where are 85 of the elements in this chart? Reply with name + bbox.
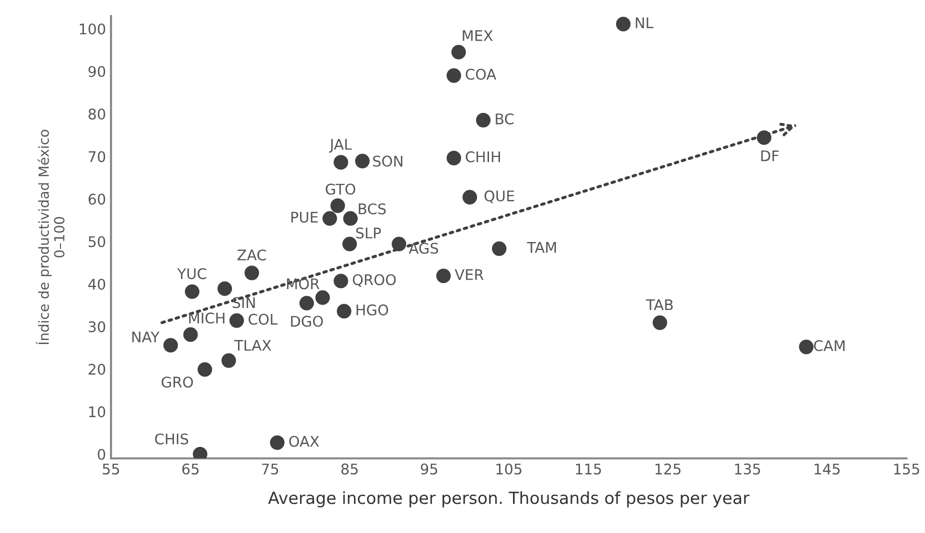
point (342, 236, 357, 252)
annotation: JAL (329, 139, 352, 153)
point (446, 68, 462, 83)
point (322, 211, 338, 226)
point (315, 290, 330, 305)
annotation: VER (454, 269, 484, 280)
point (334, 155, 348, 170)
annotation: SON (373, 156, 402, 167)
x-tick-label: 105 (496, 464, 522, 475)
annotation: YUC (177, 268, 206, 280)
point (451, 44, 466, 60)
annotation: NL (636, 17, 654, 28)
annotation: SLP (356, 227, 381, 238)
x-tick-label: 145 (814, 464, 840, 475)
y-tick-label: 100 (80, 23, 106, 34)
point (244, 266, 260, 280)
point (217, 281, 232, 296)
point (355, 154, 370, 168)
annotation: CHIS (155, 433, 188, 444)
point (616, 16, 631, 32)
annotation: MICH (189, 312, 224, 324)
point (436, 268, 451, 284)
point (462, 190, 478, 204)
point (163, 338, 178, 353)
x-tick-label: 75 (262, 464, 278, 475)
annotation: COA (466, 68, 496, 80)
point (446, 150, 462, 166)
annotation: MEX (462, 30, 493, 41)
y-tick-label: 20 (88, 364, 106, 375)
point (184, 284, 200, 299)
point (798, 340, 814, 354)
annotation: DGO (291, 316, 323, 327)
point (652, 315, 668, 330)
point (270, 435, 285, 450)
point (183, 327, 198, 342)
x-tick-label: 85 (341, 464, 358, 475)
annotation: GRO (162, 376, 193, 388)
point (343, 211, 358, 226)
annotation: TAM (526, 242, 556, 253)
x-tick-label: 55 (102, 464, 120, 475)
annotation: CHIH (466, 151, 500, 162)
y-tick-label: 70 (88, 151, 106, 162)
annotation: BC (496, 113, 514, 124)
point (221, 353, 236, 368)
annotation: TLAX (234, 340, 272, 351)
annotation: GTO (326, 184, 356, 195)
annotation: SIN (232, 297, 255, 308)
y-tick-label: 50 (88, 236, 106, 248)
y-tick-label: 80 (88, 108, 106, 120)
annotation: HGO (356, 304, 388, 316)
point (492, 241, 506, 256)
y-axis-title: Índice de productividad México 0–100 (36, 130, 64, 344)
y-tick-label: 30 (88, 321, 106, 332)
x-tick-label: 65 (182, 464, 199, 475)
annotation: ZAC (238, 249, 266, 260)
annotation: QUE (484, 190, 514, 204)
annotation: DF (761, 150, 779, 162)
x-tick-label: 95 (420, 464, 438, 475)
point (229, 313, 244, 328)
annotation: OAX (289, 436, 320, 447)
y-tick-label: 40 (88, 278, 106, 290)
point (198, 362, 212, 377)
point (299, 296, 314, 310)
annotation: BCS (358, 203, 386, 214)
annotation: NAY (132, 332, 160, 342)
x-tick-label: 125 (656, 464, 680, 475)
y-tick-label: 10 (89, 406, 106, 418)
y-tick-label: 90 (88, 66, 106, 78)
annotation: QROO (352, 274, 396, 287)
annotation: CAM (814, 340, 845, 352)
point (336, 304, 352, 318)
x-axis-title: Average income per person. Thousands of pesos per year (268, 491, 750, 508)
x-tick-label: 155 (894, 464, 920, 475)
annotation: AGS (408, 242, 438, 254)
annotation: COL (248, 314, 278, 325)
annotation: TAB (646, 299, 673, 310)
point (476, 112, 491, 128)
x-tick-label: 115 (576, 464, 601, 475)
y-tick-label: 0 (98, 448, 106, 460)
annotation: MOR (287, 278, 320, 290)
point (330, 198, 345, 213)
annotation: PUE (291, 212, 318, 223)
x-tick-label: 135 (735, 464, 760, 475)
y-tick-label: 60 (88, 194, 106, 205)
point (334, 274, 348, 288)
